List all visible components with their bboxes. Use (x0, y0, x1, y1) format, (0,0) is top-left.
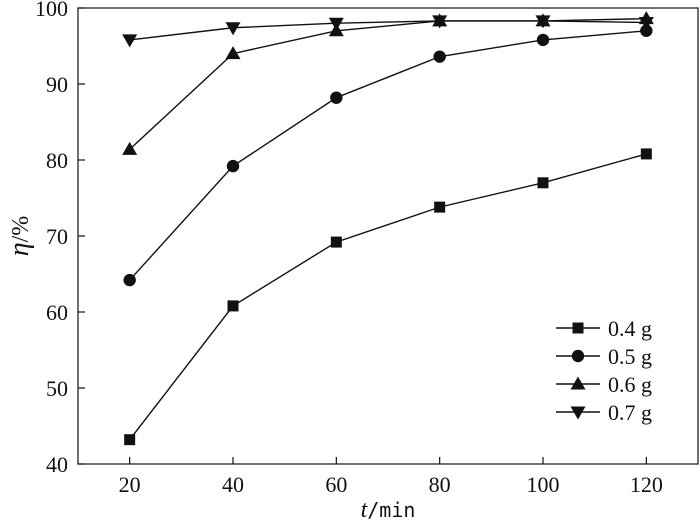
x-axis-label: t/min (361, 497, 416, 523)
x-tick-label: 20 (119, 472, 141, 497)
y-tick-label: 50 (46, 376, 68, 401)
data-point-s1-3 (330, 236, 342, 248)
data-point-s4-1 (122, 34, 138, 48)
x-axis-unit: /min (367, 498, 415, 522)
y-tick-label: 80 (46, 148, 68, 173)
data-point-s1-5 (537, 177, 549, 189)
data-point-s1-4 (434, 201, 446, 213)
series-markers (122, 11, 654, 446)
legend: 0.4 g 0.5 g 0.6 g 0.7 g (556, 316, 652, 425)
axes (77, 7, 699, 465)
y-axis-label: η/% (4, 216, 35, 257)
legend-label-3: 0.6 g (608, 372, 652, 397)
series-line-1 (129, 153, 647, 441)
data-point-s4-2 (225, 22, 241, 36)
y-tick-label: 70 (46, 224, 68, 249)
y-axis-unit: /% (8, 216, 34, 243)
legend-label-4: 0.7 g (608, 400, 652, 425)
data-point-s3-2 (225, 46, 241, 60)
data-point-s2-1 (123, 273, 136, 287)
legend-label-2: 0.5 g (608, 344, 652, 369)
x-tick-label: 60 (325, 472, 347, 497)
data-point-s2-3 (330, 91, 343, 104)
legend-marker-1 (572, 322, 584, 334)
y-tick-label: 90 (46, 72, 68, 97)
data-point-s4-3 (328, 17, 344, 31)
legend-marker-2 (571, 349, 585, 363)
y-tick-label: 100 (35, 0, 68, 21)
series-lines (129, 17, 647, 441)
x-tick-label: 120 (630, 472, 663, 497)
legend-marker-4 (570, 406, 586, 420)
legend-label-1: 0.4 g (608, 316, 652, 341)
data-point-s1-2 (227, 300, 239, 312)
x-tick-label: 40 (222, 472, 244, 497)
tick-marks (78, 7, 647, 465)
data-point-s3-1 (122, 141, 138, 155)
tick-labels: 20 40 60 80 100 120 40 50 60 70 80 90 100 (35, 0, 663, 497)
y-axis-variable: η (4, 242, 35, 256)
legend-marker-3 (570, 376, 586, 390)
data-point-s4-4 (432, 15, 448, 29)
data-point-s4-6 (638, 16, 654, 30)
series-line-2 (129, 30, 647, 281)
data-point-s1-6 (640, 148, 652, 160)
y-tick-label: 60 (46, 300, 68, 325)
x-tick-label: 100 (527, 472, 560, 497)
data-point-s2-4 (433, 50, 446, 63)
data-point-s2-6 (640, 24, 653, 37)
x-axis-variable: t (361, 497, 369, 523)
x-tick-label: 80 (429, 472, 451, 497)
data-point-s4-5 (535, 15, 551, 29)
plot-frame (77, 7, 699, 465)
data-point-s2-5 (536, 33, 550, 47)
data-point-s1-1 (124, 434, 136, 446)
y-tick-label: 40 (46, 452, 68, 477)
data-point-s2-2 (226, 159, 240, 173)
series-line-4 (129, 20, 647, 41)
